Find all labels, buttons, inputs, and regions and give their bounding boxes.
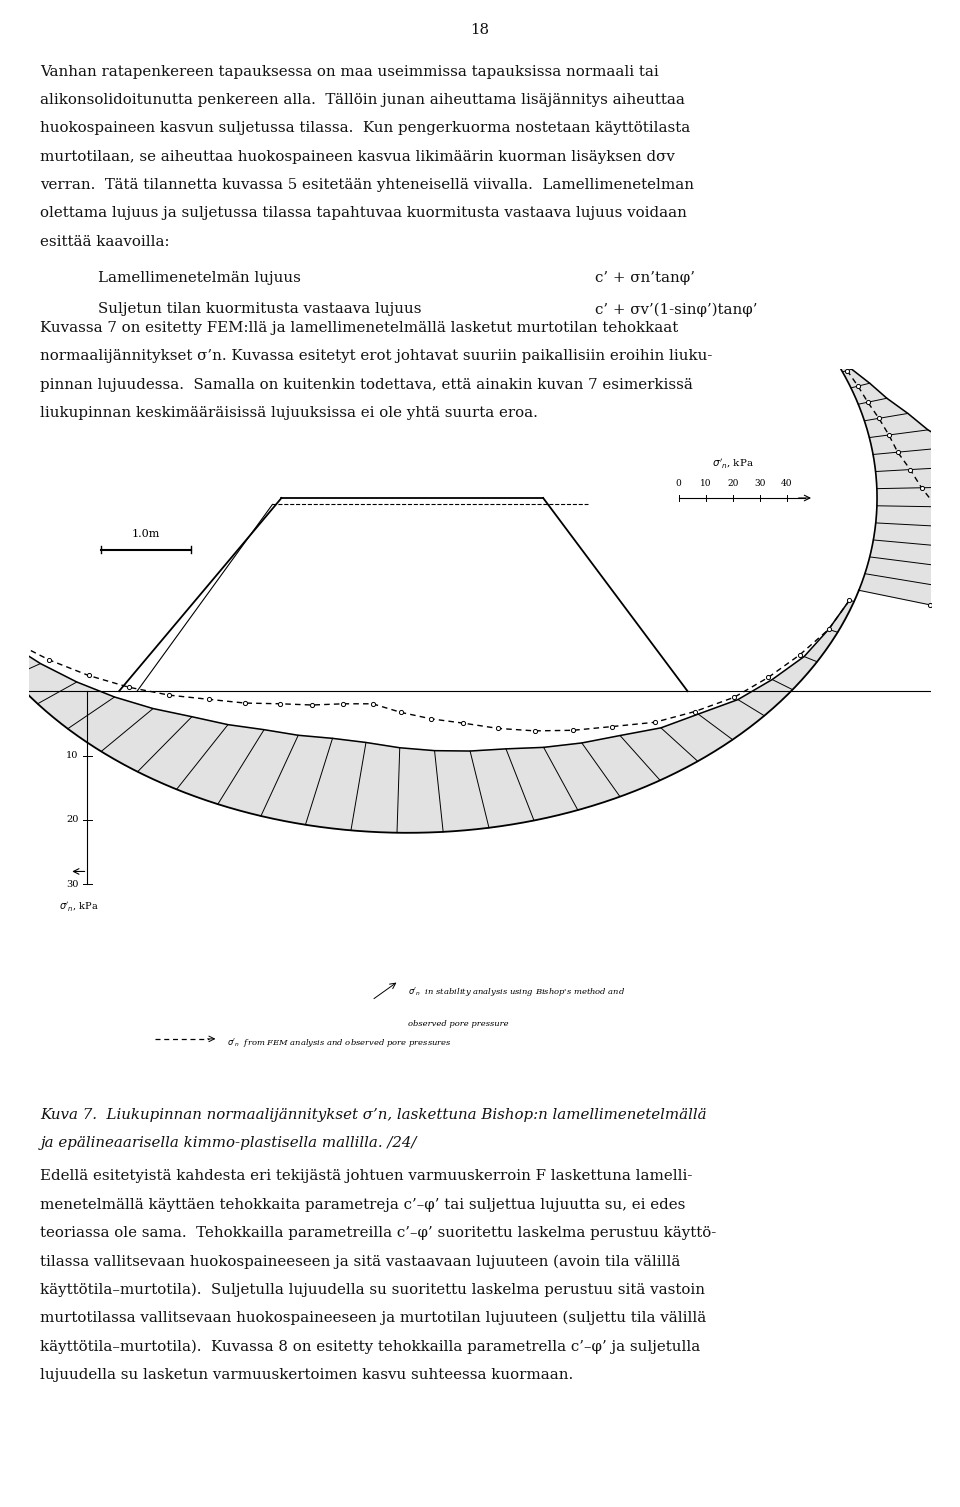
Text: 1.0m: 1.0m bbox=[132, 529, 160, 538]
Text: alikonsolidoitunutta penkereen alla.  Tällöin junan aiheuttama lisäjännitys aihe: alikonsolidoitunutta penkereen alla. Täl… bbox=[40, 93, 685, 107]
Text: Lamellimenetelmän lujuus: Lamellimenetelmän lujuus bbox=[98, 271, 300, 285]
Text: olettama lujuus ja suljetussa tilassa tapahtuvaa kuormitusta vastaava lujuus voi: olettama lujuus ja suljetussa tilassa ta… bbox=[40, 206, 687, 220]
Text: liukupinnan keskimääräisissä lujuuksissa ei ole yhtä suurta eroa.: liukupinnan keskimääräisissä lujuuksissa… bbox=[40, 405, 539, 420]
Text: esittää kaavoilla:: esittää kaavoilla: bbox=[40, 235, 170, 249]
Text: Suljetun tilan kuormitusta vastaava lujuus: Suljetun tilan kuormitusta vastaava luju… bbox=[98, 303, 421, 316]
Text: 10: 10 bbox=[66, 750, 79, 760]
Text: $\sigma'_n$, kPa: $\sigma'_n$, kPa bbox=[711, 455, 754, 470]
Text: 30: 30 bbox=[754, 479, 765, 488]
Text: ja epälineaarisella kimmo-plastisella mallilla. /24/: ja epälineaarisella kimmo-plastisella ma… bbox=[40, 1136, 417, 1150]
Text: 20: 20 bbox=[727, 479, 738, 488]
Text: Kuva 7.  Liukupinnan normaalijännitykset σ’n, laskettuna Bishop:n lamellimenetel: Kuva 7. Liukupinnan normaalijännitykset … bbox=[40, 1108, 707, 1121]
Text: 30: 30 bbox=[66, 880, 79, 889]
Text: $\sigma'_n$  in stability analysis using Bishop's method and: $\sigma'_n$ in stability analysis using … bbox=[408, 984, 625, 998]
Text: c’ + σn’tanφ’: c’ + σn’tanφ’ bbox=[595, 271, 695, 285]
Text: pinnan lujuudessa.  Samalla on kuitenkin todettava, että ainakin kuvan 7 esimerk: pinnan lujuudessa. Samalla on kuitenkin … bbox=[40, 378, 693, 392]
Polygon shape bbox=[822, 341, 960, 615]
Text: c’ + σv’(1-sinφ’)tanφ’: c’ + σv’(1-sinφ’)tanφ’ bbox=[595, 303, 757, 316]
Text: Vanhan ratapenkereen tapauksessa on maa useimmissa tapauksissa normaali tai: Vanhan ratapenkereen tapauksessa on maa … bbox=[40, 65, 660, 78]
Text: 10: 10 bbox=[700, 479, 711, 488]
Text: verran.  Tätä tilannetta kuvassa 5 esitetään yhteneisellä viivalla.  Lamellimene: verran. Tätä tilannetta kuvassa 5 esitet… bbox=[40, 178, 694, 191]
Text: Kuvassa 7 on esitetty FEM:llä ja lamellimenetelmällä lasketut murtotilan tehokka: Kuvassa 7 on esitetty FEM:llä ja lamelli… bbox=[40, 321, 679, 335]
Text: $\sigma'_n$  from FEM analysis and observed pore pressures: $\sigma'_n$ from FEM analysis and observ… bbox=[228, 1037, 452, 1049]
Text: 18: 18 bbox=[470, 23, 490, 36]
Text: murtotilaan, se aiheuttaa huokospaineen kasvua likimäärin kuorman lisäyksen dσv: murtotilaan, se aiheuttaa huokospaineen … bbox=[40, 149, 675, 164]
Text: murtotilassa vallitsevaan huokospaineeseen ja murtotilan lujuuteen (suljettu til: murtotilassa vallitsevaan huokospaineese… bbox=[40, 1311, 707, 1326]
Text: 20: 20 bbox=[66, 815, 79, 824]
Text: käyttötila–murtotila).  Kuvassa 8 on esitetty tehokkailla parametrella c’–φ’ ja : käyttötila–murtotila). Kuvassa 8 on esit… bbox=[40, 1340, 701, 1353]
Polygon shape bbox=[0, 600, 854, 833]
Text: normaalijännitykset σ’n. Kuvassa esitetyt erot johtavat suuriin paikallisiin ero: normaalijännitykset σ’n. Kuvassa esitety… bbox=[40, 350, 712, 363]
Text: teoriassa ole sama.  Tehokkailla parametreilla c’–φ’ suoritettu laskelma perustu: teoriassa ole sama. Tehokkailla parametr… bbox=[40, 1227, 716, 1240]
Text: 0: 0 bbox=[676, 479, 682, 488]
Text: käyttötila–murtotila).  Suljetulla lujuudella su suoritettu laskelma perustuu si: käyttötila–murtotila). Suljetulla lujuud… bbox=[40, 1282, 706, 1298]
Text: observed pore pressure: observed pore pressure bbox=[408, 1020, 509, 1028]
Text: tilassa vallitsevaan huokospaineeseen ja sitä vastaavaan lujuuteen (avoin tila v: tilassa vallitsevaan huokospaineeseen ja… bbox=[40, 1254, 681, 1269]
Text: $\sigma'_n$, kPa: $\sigma'_n$, kPa bbox=[59, 901, 98, 913]
Text: lujuudella su lasketun varmuuskertoimen kasvu suhteessa kuormaan.: lujuudella su lasketun varmuuskertoimen … bbox=[40, 1368, 573, 1382]
Text: 40: 40 bbox=[781, 479, 793, 488]
Text: Edellä esitetyistä kahdesta eri tekijästä johtuen varmuuskerroin F laskettuna la: Edellä esitetyistä kahdesta eri tekijäst… bbox=[40, 1169, 693, 1183]
Text: menetelmällä käyttäen tehokkaita parametreja c’–φ’ tai suljettua lujuutta su, ei: menetelmällä käyttäen tehokkaita paramet… bbox=[40, 1198, 685, 1212]
Text: huokospaineen kasvun suljetussa tilassa.  Kun pengerkuorma nostetaan käyttötilas: huokospaineen kasvun suljetussa tilassa.… bbox=[40, 122, 690, 136]
